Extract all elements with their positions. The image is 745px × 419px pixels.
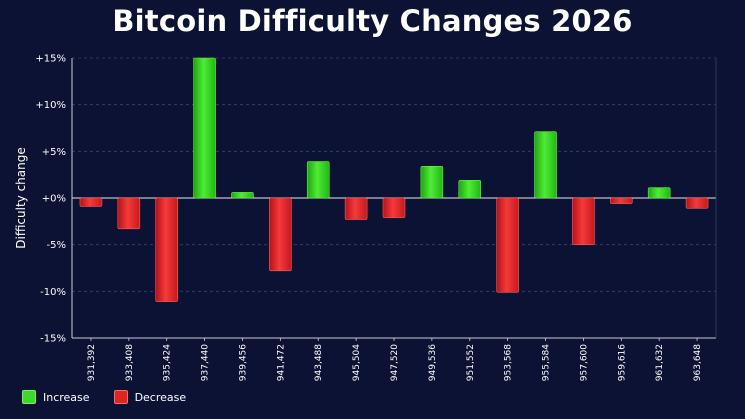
x-tick-label: 955,584 — [542, 344, 552, 381]
bar — [344, 197, 368, 220]
bar — [685, 197, 709, 209]
x-tick-label: 949,536 — [428, 344, 438, 381]
y-axis-label: Difficulty change — [14, 147, 28, 249]
x-tick-label: 935,424 — [163, 344, 173, 381]
legend-item-decrease: Decrease — [113, 390, 187, 404]
chart-title: Bitcoin Difficulty Changes 2026 — [112, 4, 633, 38]
x-tick-label: 959,616 — [617, 344, 627, 381]
x-tick-label: 941,472 — [276, 344, 286, 381]
bar — [647, 187, 671, 199]
bar — [231, 192, 254, 199]
bar — [382, 197, 406, 218]
x-tick-label: 943,488 — [314, 344, 324, 381]
x-tick-label: 947,520 — [390, 344, 400, 381]
legend-label-increase: Increase — [43, 390, 90, 404]
legend-swatch-decrease — [113, 390, 128, 404]
x-tick-label: 953,568 — [504, 344, 514, 381]
bar — [193, 57, 216, 199]
y-tick-label: +0% — [42, 194, 66, 205]
x-tick-label: 963,648 — [693, 344, 703, 381]
bar — [155, 197, 178, 302]
bar — [79, 197, 103, 207]
y-tick-label: -15% — [40, 334, 66, 345]
bar — [572, 197, 595, 245]
x-tick-label: 957,600 — [579, 344, 589, 381]
bar — [269, 197, 292, 272]
bar — [610, 197, 633, 204]
x-tick-label: 931,392 — [87, 344, 97, 381]
x-tick-label: 951,552 — [466, 344, 476, 381]
x-tick-label: 961,632 — [655, 344, 665, 381]
legend-label-decrease: Decrease — [134, 390, 187, 404]
y-tick-label: +15% — [35, 54, 66, 65]
bar — [117, 197, 141, 230]
x-tick-label: 945,504 — [352, 344, 362, 381]
legend-item-increase: Increase — [22, 390, 90, 404]
x-tick-label: 933,408 — [125, 344, 135, 381]
bar — [496, 197, 519, 293]
y-tick-label: +10% — [35, 100, 66, 111]
y-tick-label: -10% — [40, 287, 66, 298]
x-tick-label: 939,456 — [238, 344, 248, 381]
x-tick-label: 937,440 — [201, 344, 211, 381]
y-tick-label: -5% — [47, 240, 66, 251]
bar — [306, 161, 330, 199]
chart-legend: Increase Decrease — [22, 390, 210, 404]
bar — [458, 179, 482, 199]
y-tick-label: +5% — [42, 147, 66, 158]
bar — [534, 131, 557, 199]
legend-swatch-increase — [22, 390, 36, 404]
bar — [420, 165, 444, 199]
